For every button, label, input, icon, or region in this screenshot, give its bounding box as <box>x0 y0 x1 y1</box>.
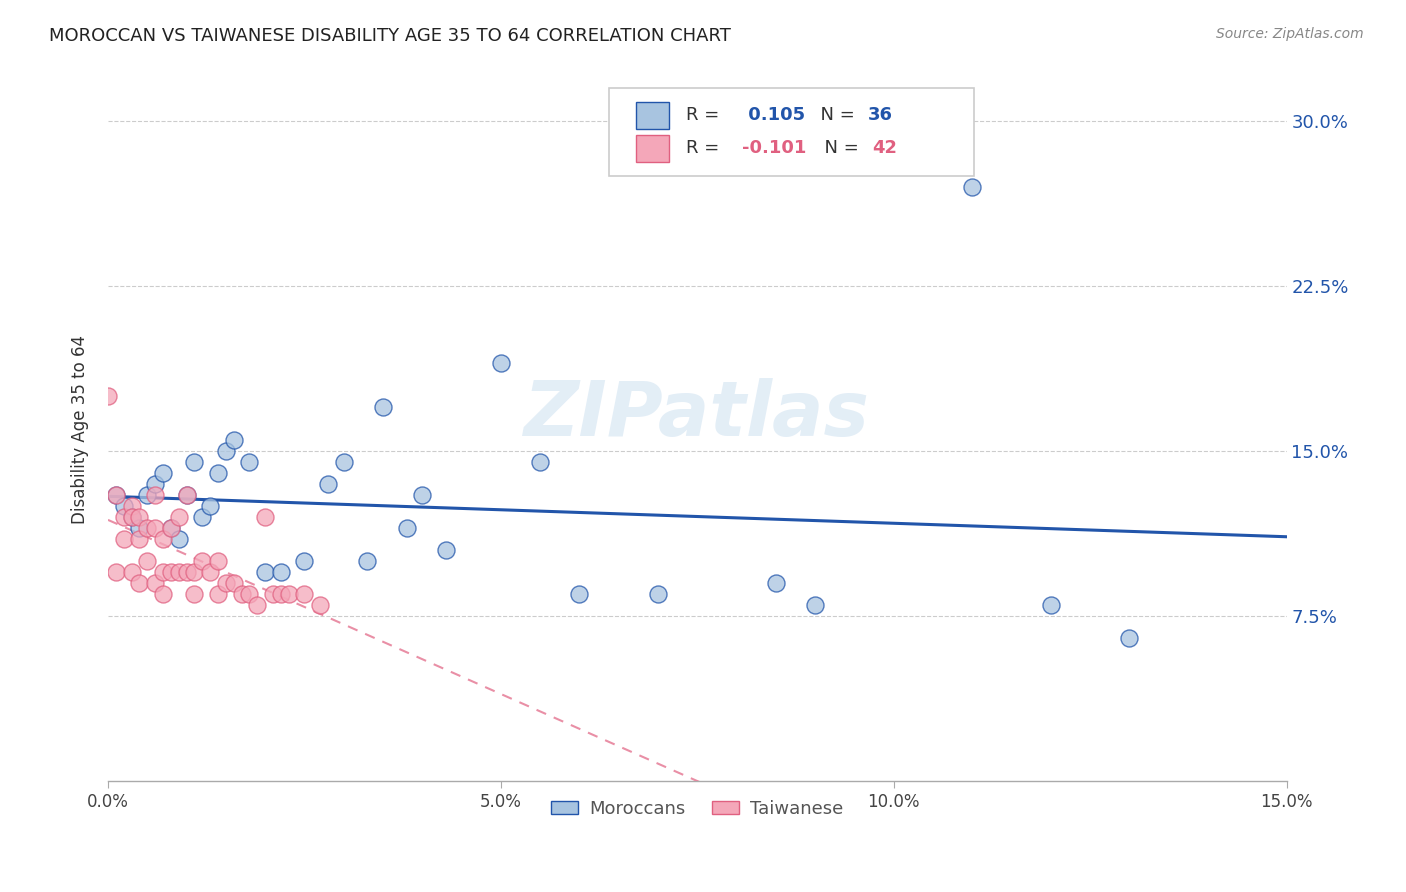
Point <box>128 510 150 524</box>
Point <box>104 565 127 579</box>
Point <box>277 587 299 601</box>
Point <box>121 510 143 524</box>
Point <box>104 488 127 502</box>
Point <box>152 587 174 601</box>
Text: MOROCCAN VS TAIWANESE DISABILITY AGE 35 TO 64 CORRELATION CHART: MOROCCAN VS TAIWANESE DISABILITY AGE 35 … <box>49 27 731 45</box>
Point <box>198 565 221 579</box>
Point <box>215 444 238 458</box>
Point <box>183 587 205 601</box>
Point <box>160 565 183 579</box>
Point <box>167 510 190 524</box>
Point <box>371 401 394 415</box>
Bar <box>636 135 669 161</box>
Point <box>104 488 127 502</box>
Point <box>198 499 221 513</box>
Point <box>411 488 433 502</box>
Point <box>183 565 205 579</box>
Point <box>254 565 277 579</box>
Point <box>152 466 174 480</box>
Point <box>316 477 339 491</box>
Point <box>160 521 183 535</box>
Bar <box>636 102 669 128</box>
Point <box>395 521 418 535</box>
Point <box>176 488 198 502</box>
Point <box>434 543 457 558</box>
Point <box>207 466 229 480</box>
Point <box>183 455 205 469</box>
Text: N =: N = <box>810 106 860 124</box>
Point <box>309 598 332 612</box>
Point <box>152 532 174 546</box>
Point <box>112 499 135 513</box>
Text: R =: R = <box>686 139 724 158</box>
Point <box>332 455 354 469</box>
Point <box>804 598 827 612</box>
Text: N =: N = <box>813 139 865 158</box>
Point <box>222 434 245 448</box>
Point <box>1118 631 1140 645</box>
Point <box>167 565 190 579</box>
Point <box>568 587 591 601</box>
Point <box>128 532 150 546</box>
Point <box>270 565 292 579</box>
Point <box>238 455 260 469</box>
FancyBboxPatch shape <box>609 88 974 176</box>
Point <box>128 521 150 535</box>
Legend: Moroccans, Taiwanese: Moroccans, Taiwanese <box>544 792 851 825</box>
Point <box>231 587 253 601</box>
Point <box>529 455 551 469</box>
Text: Source: ZipAtlas.com: Source: ZipAtlas.com <box>1216 27 1364 41</box>
Point <box>207 554 229 568</box>
Point <box>270 587 292 601</box>
Point <box>356 554 378 568</box>
Text: 0.105: 0.105 <box>742 106 806 124</box>
Point <box>489 356 512 370</box>
Point <box>136 554 159 568</box>
Point <box>262 587 284 601</box>
Text: 42: 42 <box>872 139 897 158</box>
Point <box>143 477 166 491</box>
Point <box>176 565 198 579</box>
Y-axis label: Disability Age 35 to 64: Disability Age 35 to 64 <box>72 334 89 524</box>
Point <box>152 565 174 579</box>
Point <box>167 532 190 546</box>
Point <box>294 587 316 601</box>
Point <box>176 488 198 502</box>
Point <box>121 565 143 579</box>
Point <box>254 510 277 524</box>
Point <box>246 598 269 612</box>
Point <box>112 510 135 524</box>
Point <box>143 488 166 502</box>
Text: 36: 36 <box>868 106 893 124</box>
Point <box>1039 598 1062 612</box>
Point <box>112 532 135 546</box>
Point <box>765 576 787 591</box>
Point <box>215 576 238 591</box>
Point <box>207 587 229 601</box>
Point <box>136 488 159 502</box>
Point <box>191 510 214 524</box>
Point <box>97 389 120 403</box>
Point <box>647 587 669 601</box>
Point <box>121 510 143 524</box>
Point <box>128 576 150 591</box>
Text: -0.101: -0.101 <box>742 139 807 158</box>
Point <box>294 554 316 568</box>
Point <box>136 521 159 535</box>
Point <box>191 554 214 568</box>
Point <box>222 576 245 591</box>
Point <box>160 521 183 535</box>
Point <box>143 576 166 591</box>
Point <box>962 180 984 194</box>
Point <box>238 587 260 601</box>
Point <box>121 499 143 513</box>
Text: R =: R = <box>686 106 724 124</box>
Point <box>143 521 166 535</box>
Text: ZIPatlas: ZIPatlas <box>524 378 870 452</box>
